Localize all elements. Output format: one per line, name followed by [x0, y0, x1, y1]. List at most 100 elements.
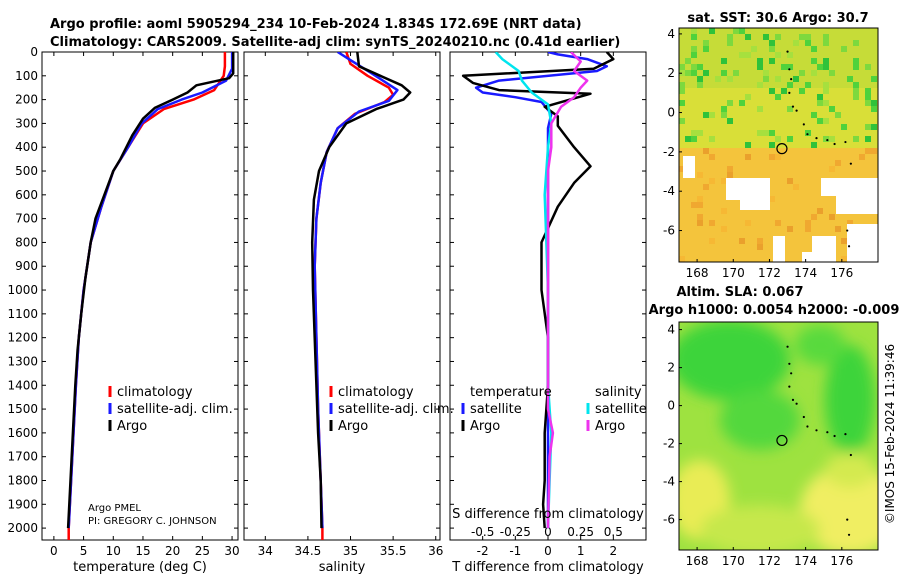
sst-pixel [691, 64, 697, 70]
island-dot [849, 162, 852, 165]
s-tick-label: 0.25 [567, 525, 594, 539]
sst-pixel [679, 88, 685, 94]
sst-pixel [823, 40, 829, 46]
ytick-label: 1500 [7, 402, 38, 416]
map-ytick-label: 0 [667, 106, 675, 120]
map-xtick-label: 176 [830, 554, 853, 568]
xtick-label: 36 [428, 544, 443, 558]
island-dot [846, 518, 849, 521]
annotation-pi: PI: GREGORY C. JOHNSON [88, 516, 217, 527]
sst-pixel [805, 82, 811, 88]
sst-pixel [697, 214, 703, 220]
island-dot [788, 362, 791, 365]
island-dot [795, 402, 798, 405]
island-dot [786, 50, 789, 53]
temperature-legend: climatology satellite-adj. clim. Argo [108, 385, 233, 434]
sst-pixel [787, 136, 793, 142]
sst-pixel [757, 106, 763, 112]
legend-satellite-label: satellite-adj. clim. [338, 402, 454, 417]
temperature-axes [41, 51, 239, 541]
sst-pixel [817, 118, 823, 124]
salinity-legend: climatology satellite-adj. clim. Argo [329, 385, 454, 434]
series-line [66, 52, 235, 529]
sst-pixel [811, 142, 817, 148]
map-xtick-label: 170 [722, 554, 745, 568]
ytick-label: 1700 [7, 450, 38, 464]
sst-pixel [709, 178, 715, 184]
sst-pixel [703, 70, 709, 76]
sst-pixel [727, 40, 733, 46]
map-ytick-label: 2 [667, 66, 675, 80]
sst-pixel [799, 34, 805, 40]
sst-pixel [841, 238, 847, 244]
island-dot [790, 78, 793, 81]
sst-pixel [691, 70, 697, 76]
sst-pixel [781, 88, 787, 94]
sst-pixel [745, 220, 751, 226]
ytick-label: 1000 [7, 283, 38, 297]
ytick-label: 1100 [7, 307, 38, 321]
difference-ticks: -2 -1 0 1 2 -0.5 -0.25 0 0.25 0.5 [450, 51, 646, 558]
sst-pixel [769, 40, 775, 46]
sst-pixel [859, 154, 865, 160]
sst-pixel [817, 208, 823, 214]
sst-pixel [787, 226, 793, 232]
legend-t-satellite-label: satellite [470, 402, 522, 417]
series-line [461, 52, 615, 529]
ytick-label: 1600 [7, 426, 38, 440]
sst-pixel [709, 136, 715, 142]
sst-pixel [691, 46, 697, 52]
map-xtick-label: 176 [830, 266, 853, 280]
sst-pixel [793, 40, 799, 46]
island-dot [802, 415, 805, 419]
sst-pixel [835, 112, 841, 118]
sst-pixel [829, 214, 835, 220]
xtick-label: -2 [477, 544, 489, 558]
sst-pixel [787, 82, 793, 88]
legend-s-satellite-label: satellite [595, 402, 647, 417]
sst-pixel [727, 76, 733, 82]
series-line [313, 52, 395, 540]
island-dot [788, 385, 791, 388]
s-difference-label: S difference from climatology [452, 507, 644, 522]
xtick-label: 0 [544, 544, 552, 558]
sst-pixel [769, 154, 775, 160]
island-dot [815, 137, 818, 140]
map-ytick-label: -2 [663, 145, 675, 159]
sst-pixel [679, 82, 685, 88]
sst-pixel [853, 40, 859, 46]
sla-map-ticks: 168 170 172 174 176 4 2 0 -2 -4 -6 [663, 323, 853, 568]
sst-pixel [709, 28, 715, 34]
map-xtick-label: 172 [758, 266, 781, 280]
sst-pixel [721, 226, 727, 232]
island-dot [788, 91, 791, 94]
sst-pixel [709, 220, 715, 226]
sst-pixel [763, 130, 769, 136]
annotation-argo-pmel: Argo PMEL [88, 503, 141, 514]
sst-pixel [811, 112, 817, 118]
sst-pixel [721, 106, 727, 112]
sst-pixel [757, 82, 763, 88]
difference-series [461, 52, 615, 529]
sst-pixel [691, 130, 697, 136]
map-ytick-label: -4 [663, 475, 675, 489]
sst-pixel [823, 100, 829, 106]
sst-map-axes [678, 27, 879, 263]
xtick-label: 30 [224, 544, 239, 558]
sst-pixel [847, 220, 853, 226]
map-ytick-label: -6 [663, 224, 675, 238]
sst-pixel [853, 88, 859, 94]
sst-pixel [727, 166, 733, 172]
sst-pixel [697, 172, 703, 178]
sst-pixel [739, 52, 745, 58]
sst-pixel [745, 34, 751, 40]
sst-pixel [721, 58, 727, 64]
sst-pixel [679, 118, 685, 124]
sst-pixel [811, 214, 817, 220]
sst-map-title: sat. SST: 30.6 Argo: 30.7 [687, 11, 868, 26]
sla-map-axes [678, 321, 879, 551]
sst-pixel [835, 226, 841, 232]
sst-pixel [739, 28, 745, 34]
title-line-2: Climatology: CARS2009. Satellite-adj cli… [50, 35, 620, 50]
xtick-label: 35 [343, 544, 358, 558]
